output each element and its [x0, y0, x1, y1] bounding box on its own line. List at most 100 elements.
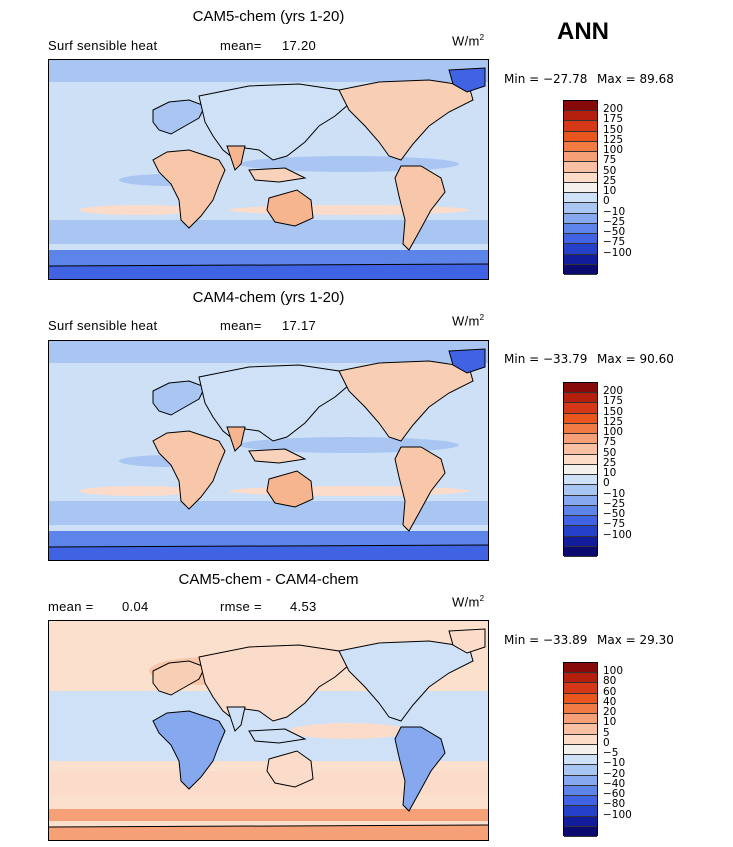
panel-3-rmse-label: rmse = [220, 599, 262, 614]
colorbar-tick-label: 125 [603, 415, 624, 428]
panel-1-map [48, 59, 489, 280]
colorbar-swatch [564, 444, 597, 455]
colorbar-tick-label: −100 [603, 246, 632, 259]
colorbar-tick-label: 75 [603, 436, 617, 449]
colorbar-swatch [564, 785, 597, 797]
colorbar-tick-label: −50 [603, 508, 626, 521]
colorbar-tick-label: 60 [603, 685, 617, 698]
colorbar-tick-label: −25 [603, 215, 626, 228]
colorbar-tick-label: 200 [603, 385, 624, 398]
panel-2-mean-label: mean= [220, 318, 262, 333]
colorbar-tick-label: 5 [603, 726, 610, 739]
colorbar-swatch [564, 826, 597, 837]
colorbar-tick-label: 125 [603, 133, 624, 146]
panel-2-variable-label: Surf sensible heat [48, 318, 158, 333]
colorbar-tick-label: −5 [603, 747, 619, 760]
colorbar-swatch [564, 182, 597, 194]
panel-1-units: W/m2 [452, 33, 485, 49]
colorbar-tick-label: 20 [603, 706, 617, 719]
colorbar-swatch [564, 383, 597, 394]
colorbar-swatch [564, 485, 597, 496]
colorbar-tick-label: 100 [603, 665, 624, 678]
colorbar-swatch [564, 505, 597, 517]
colorbar-swatch [564, 254, 597, 265]
colorbar-tick-label: −50 [603, 226, 626, 239]
panel-2-mean-value: 17.17 [282, 318, 317, 333]
colorbar-tick-label: 10 [603, 185, 617, 198]
colorbar-swatch [564, 806, 597, 817]
colorbar-swatch [564, 714, 597, 725]
colorbar-swatch [564, 536, 597, 547]
colorbar-swatch [564, 724, 597, 735]
colorbar-tick-label: 150 [603, 123, 624, 136]
colorbar-swatch [564, 495, 597, 506]
colorbar-tick-label: 25 [603, 174, 617, 187]
panel-2-min: Min = −33.79 [504, 352, 588, 366]
colorbar-swatch [564, 673, 597, 684]
colorbar-tick-label: 80 [603, 675, 617, 688]
colorbar-swatch [564, 193, 597, 204]
colorbar-swatch [564, 121, 597, 132]
colorbar-swatch [564, 141, 597, 153]
colorbar-swatch [564, 454, 597, 465]
colorbar-tick-label: 10 [603, 716, 617, 729]
colorbar-tick-label: 0 [603, 195, 610, 208]
colorbar-swatch [564, 403, 597, 414]
colorbar-swatch [564, 162, 597, 173]
colorbar-swatch [564, 796, 597, 807]
panel-2-colorbar [563, 382, 598, 557]
panel-3-rmse-value: 4.53 [290, 599, 317, 614]
colorbar-tick-label: 40 [603, 695, 617, 708]
colorbar-tick-label: 200 [603, 103, 624, 116]
panel-1-title: CAM5-chem (yrs 1-20) [192, 8, 345, 25]
colorbar-swatch [564, 152, 597, 163]
panel-1-max: Max = 89.68 [597, 72, 674, 86]
panel-3-map [48, 620, 489, 841]
panel-2-units: W/m2 [452, 313, 485, 329]
colorbar-swatch [564, 744, 597, 756]
colorbar-tick-label: −40 [603, 777, 626, 790]
colorbar-tick-label: −10 [603, 487, 626, 500]
colorbar-swatch [564, 264, 597, 275]
colorbar-tick-label: −100 [603, 528, 632, 541]
colorbar-tick-label: −100 [603, 808, 632, 821]
colorbar-swatch [564, 475, 597, 486]
panel-3-max: Max = 29.30 [597, 633, 674, 647]
colorbar-tick-label: 10 [603, 467, 617, 480]
colorbar-tick-label: −25 [603, 497, 626, 510]
colorbar-swatch [564, 546, 597, 557]
colorbar-swatch [564, 393, 597, 404]
colorbar-swatch [564, 703, 597, 715]
panel-3-colorbar [563, 662, 598, 837]
panel-3-mean-value: 0.04 [122, 599, 149, 614]
colorbar-swatch [564, 775, 597, 786]
colorbar-swatch [564, 213, 597, 224]
panel-3-min: Min = −33.89 [504, 633, 588, 647]
colorbar-tick-label: 75 [603, 154, 617, 167]
colorbar-tick-label: 50 [603, 446, 617, 459]
colorbar-tick-label: 175 [603, 113, 624, 126]
colorbar-tick-label: −10 [603, 757, 626, 770]
colorbar-swatch [564, 111, 597, 122]
colorbar-tick-label: 0 [603, 736, 610, 749]
colorbar-swatch [564, 663, 597, 674]
colorbar-swatch [564, 234, 597, 245]
colorbar-tick-label: −80 [603, 798, 626, 811]
panel-1-mean-value: 17.20 [282, 38, 317, 53]
colorbar-swatch [564, 516, 597, 527]
colorbar-tick-label: 100 [603, 426, 624, 439]
colorbar-swatch [564, 413, 597, 424]
panel-1-colorbar [563, 100, 598, 275]
panel-1-min: Min = −27.78 [504, 72, 588, 86]
colorbar-tick-label: −10 [603, 205, 626, 218]
panel-2-map [48, 340, 489, 561]
colorbar-swatch [564, 131, 597, 142]
colorbar-swatch [564, 172, 597, 183]
colorbar-tick-label: −75 [603, 518, 626, 531]
colorbar-swatch [564, 683, 597, 694]
colorbar-tick-label: −75 [603, 236, 626, 249]
colorbar-swatch [564, 526, 597, 537]
colorbar-tick-label: −20 [603, 767, 626, 780]
colorbar-tick-label: 0 [603, 477, 610, 490]
panel-3-title: CAM5-chem - CAM4-chem [178, 571, 359, 588]
